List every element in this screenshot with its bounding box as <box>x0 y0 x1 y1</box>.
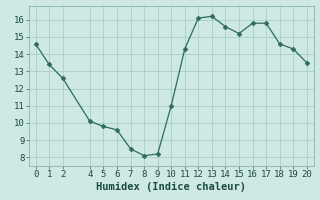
X-axis label: Humidex (Indice chaleur): Humidex (Indice chaleur) <box>96 182 246 192</box>
